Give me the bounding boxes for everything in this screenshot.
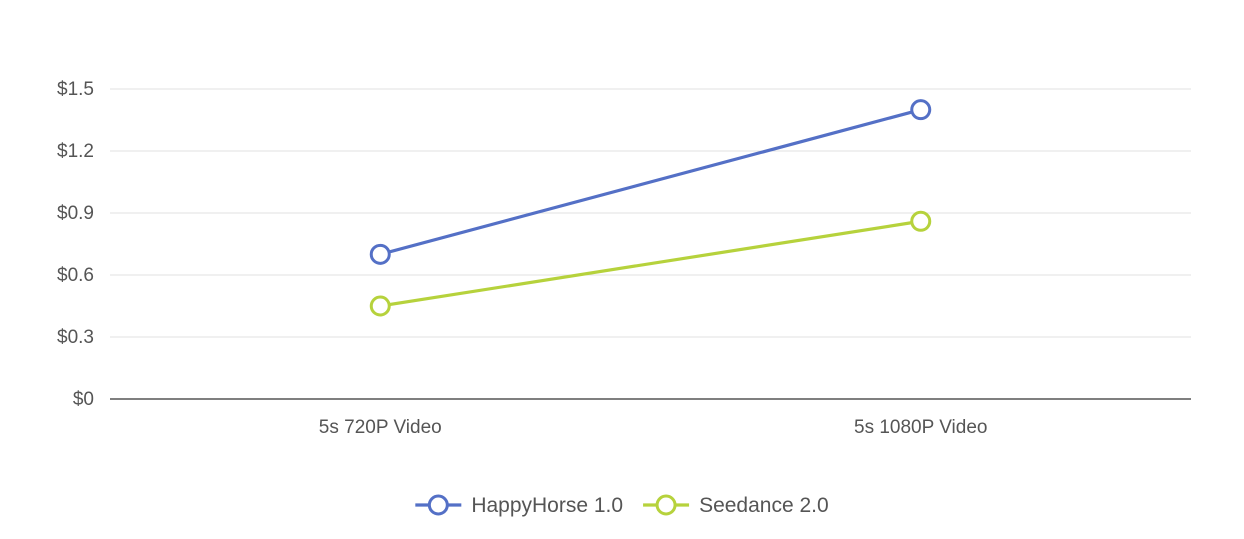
y-tick-label: $0 [73,389,94,410]
legend-item[interactable]: Seedance 2.0 [643,494,829,517]
data-point[interactable] [369,243,391,265]
x-tick-label: 5s 1080P Video [854,417,987,438]
legend-item[interactable]: HappyHorse 1.0 [415,494,623,517]
x-tick-label: 5s 720P Video [319,417,442,438]
y-tick-label: $1.2 [57,141,94,162]
data-point[interactable] [910,210,932,232]
legend-label: Seedance 2.0 [699,494,829,517]
series-lines [369,99,932,317]
y-axis: $0 $0.3 $0.6 $0.9 $1.2 $1.5 [57,79,94,410]
data-point[interactable] [369,295,391,317]
legend-label: HappyHorse 1.0 [471,494,623,517]
y-tick-label: $0.6 [57,265,94,286]
grid-lines [110,88,1191,338]
legend-swatch-marker [427,494,449,516]
series-line [380,219,921,308]
series-line [379,108,922,256]
y-tick-label: $0.3 [57,327,94,348]
legend-swatch-marker [655,494,677,516]
data-point[interactable] [910,99,932,121]
legend[interactable]: HappyHorse 1.0 Seedance 2.0 [415,494,829,517]
x-axis: 5s 720P Video 5s 1080P Video [110,398,1191,438]
y-tick-label: $1.5 [57,79,94,100]
y-tick-label: $0.9 [57,203,94,224]
